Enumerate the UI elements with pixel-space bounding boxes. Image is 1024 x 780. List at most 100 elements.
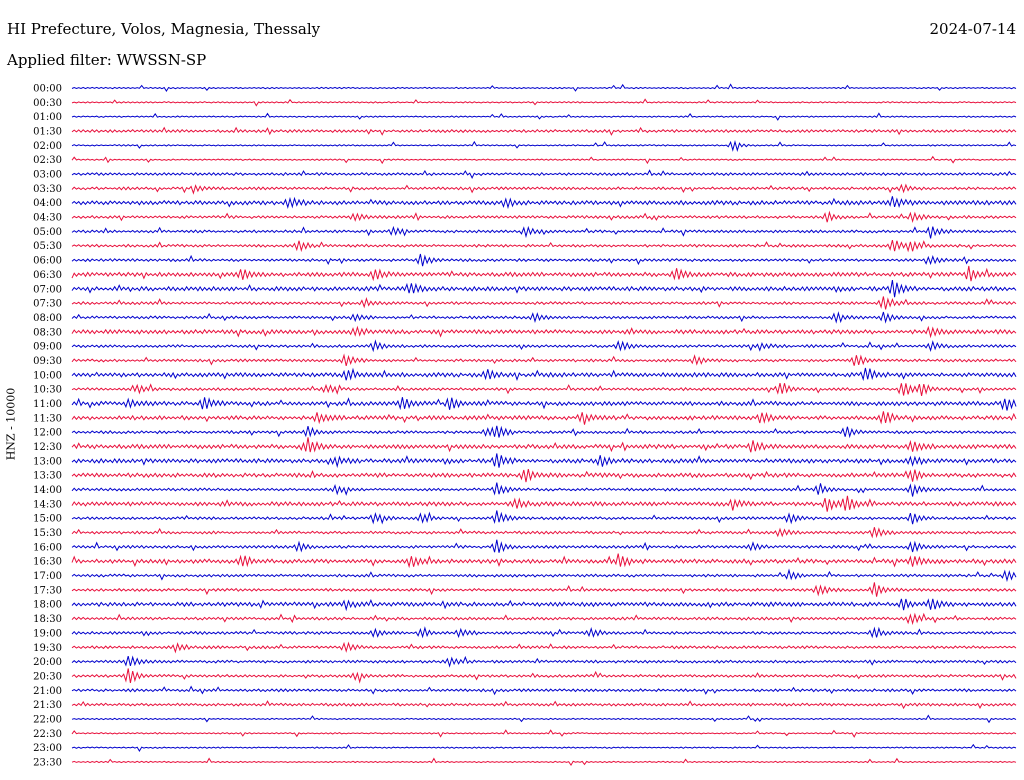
trace-2030: [71, 668, 1017, 684]
time-label-2030: 20:30: [33, 671, 62, 682]
time-label-0630: 06:30: [33, 270, 62, 281]
trace-0200: [71, 140, 1017, 152]
trace-1630: [71, 553, 1017, 569]
trace-0530: [71, 239, 1017, 253]
time-label-0230: 02:30: [33, 155, 62, 166]
time-label-0330: 03:30: [33, 184, 62, 195]
time-label-1930: 19:30: [33, 643, 62, 654]
trace-2000: [71, 655, 1017, 668]
trace-1600: [71, 539, 1017, 553]
trace-1530: [71, 527, 1017, 539]
station-title: HI Prefecture, Volos, Magnesia, Thessaly: [7, 20, 321, 38]
time-label-0530: 05:30: [33, 241, 62, 252]
trace-1500: [71, 510, 1017, 525]
time-label-0700: 07:00: [33, 284, 62, 295]
trace-0730: [71, 296, 1017, 310]
trace-0500: [71, 225, 1017, 239]
time-label-0900: 09:00: [33, 342, 62, 353]
time-label-1530: 15:30: [33, 528, 62, 539]
time-label-0500: 05:00: [33, 227, 62, 238]
time-label-1600: 16:00: [33, 542, 62, 553]
trace-0600: [71, 253, 1017, 267]
trace-1800: [71, 598, 1017, 612]
trace-1900: [71, 626, 1017, 639]
time-label-2230: 22:30: [33, 729, 62, 740]
time-label-2130: 21:30: [33, 700, 62, 711]
trace-0300: [71, 169, 1017, 179]
time-label-2200: 22:00: [33, 714, 62, 725]
time-label-2330: 23:30: [33, 757, 62, 768]
time-label-2000: 20:00: [33, 657, 62, 668]
time-label-0800: 08:00: [33, 313, 62, 324]
time-label-0830: 08:30: [33, 327, 62, 338]
trace-2330: [71, 757, 1017, 767]
record-date: 2024-07-14: [929, 20, 1016, 38]
time-label-1730: 17:30: [33, 585, 62, 596]
trace-1930: [71, 641, 1017, 654]
time-label-1000: 10:00: [33, 370, 62, 381]
trace-1230: [71, 437, 1017, 453]
trace-1700: [71, 568, 1017, 583]
time-label-0400: 04:00: [33, 198, 62, 209]
trace-0400: [71, 196, 1017, 210]
trace-0630: [71, 265, 1017, 282]
trace-2300: [71, 743, 1017, 752]
trace-2230: [71, 729, 1017, 738]
time-label-1330: 13:30: [33, 471, 62, 482]
trace-1200: [71, 425, 1017, 439]
time-label-0000: 00:00: [33, 84, 62, 95]
time-label-0030: 00:30: [33, 98, 62, 109]
trace-1830: [71, 612, 1017, 626]
trace-1330: [71, 468, 1017, 483]
trace-1300: [71, 453, 1017, 469]
trace-0030: [71, 98, 1017, 107]
trace-1100: [71, 397, 1017, 411]
trace-0330: [71, 183, 1017, 195]
time-label-1400: 14:00: [33, 485, 62, 496]
trace-0700: [71, 280, 1017, 298]
time-label-2100: 21:00: [33, 686, 62, 697]
trace-1730: [71, 582, 1017, 597]
trace-1000: [71, 367, 1017, 382]
time-label-1700: 17:00: [33, 571, 62, 582]
time-label-group: 00:00 00:30 01:00 01:30 02:00 02:30 03:00 03:30…: [33, 84, 62, 769]
time-label-1630: 16:30: [33, 557, 62, 568]
trace-1430: [71, 495, 1017, 512]
trace-0100: [71, 112, 1017, 121]
time-label-0600: 06:00: [33, 256, 62, 267]
trace-0430: [71, 210, 1017, 224]
time-label-0300: 03:00: [33, 170, 62, 181]
trace-2130: [71, 700, 1017, 710]
trace-0930: [71, 353, 1017, 367]
time-label-1800: 18:00: [33, 600, 62, 611]
time-label-2300: 23:00: [33, 743, 62, 754]
time-label-0730: 07:30: [33, 299, 62, 310]
time-label-0200: 02:00: [33, 141, 62, 152]
trace-1130: [71, 411, 1017, 425]
trace-0000: [71, 83, 1017, 92]
time-label-1300: 13:00: [33, 456, 62, 467]
trace-2200: [71, 714, 1017, 724]
trace-0830: [71, 325, 1017, 339]
trace-0230: [71, 155, 1017, 165]
time-label-1130: 11:30: [33, 413, 62, 424]
time-label-0100: 01:00: [33, 112, 62, 123]
trace-group: [71, 83, 1017, 767]
time-label-1500: 15:00: [33, 514, 62, 525]
trace-1400: [71, 482, 1017, 497]
time-label-1030: 10:30: [33, 385, 62, 396]
time-label-1200: 12:00: [33, 428, 62, 439]
trace-2100: [71, 685, 1017, 696]
time-label-1430: 14:30: [33, 499, 62, 510]
time-label-1830: 18:30: [33, 614, 62, 625]
trace-1030: [71, 382, 1017, 396]
trace-0900: [71, 339, 1017, 353]
time-label-0430: 04:30: [33, 213, 62, 224]
time-label-0930: 09:30: [33, 356, 62, 367]
time-label-0130: 01:30: [33, 127, 62, 138]
time-label-1900: 19:00: [33, 628, 62, 639]
applied-filter: Applied filter: WWSSN-SP: [7, 51, 207, 69]
time-label-1100: 11:00: [33, 399, 62, 410]
time-label-1230: 12:30: [33, 442, 62, 453]
